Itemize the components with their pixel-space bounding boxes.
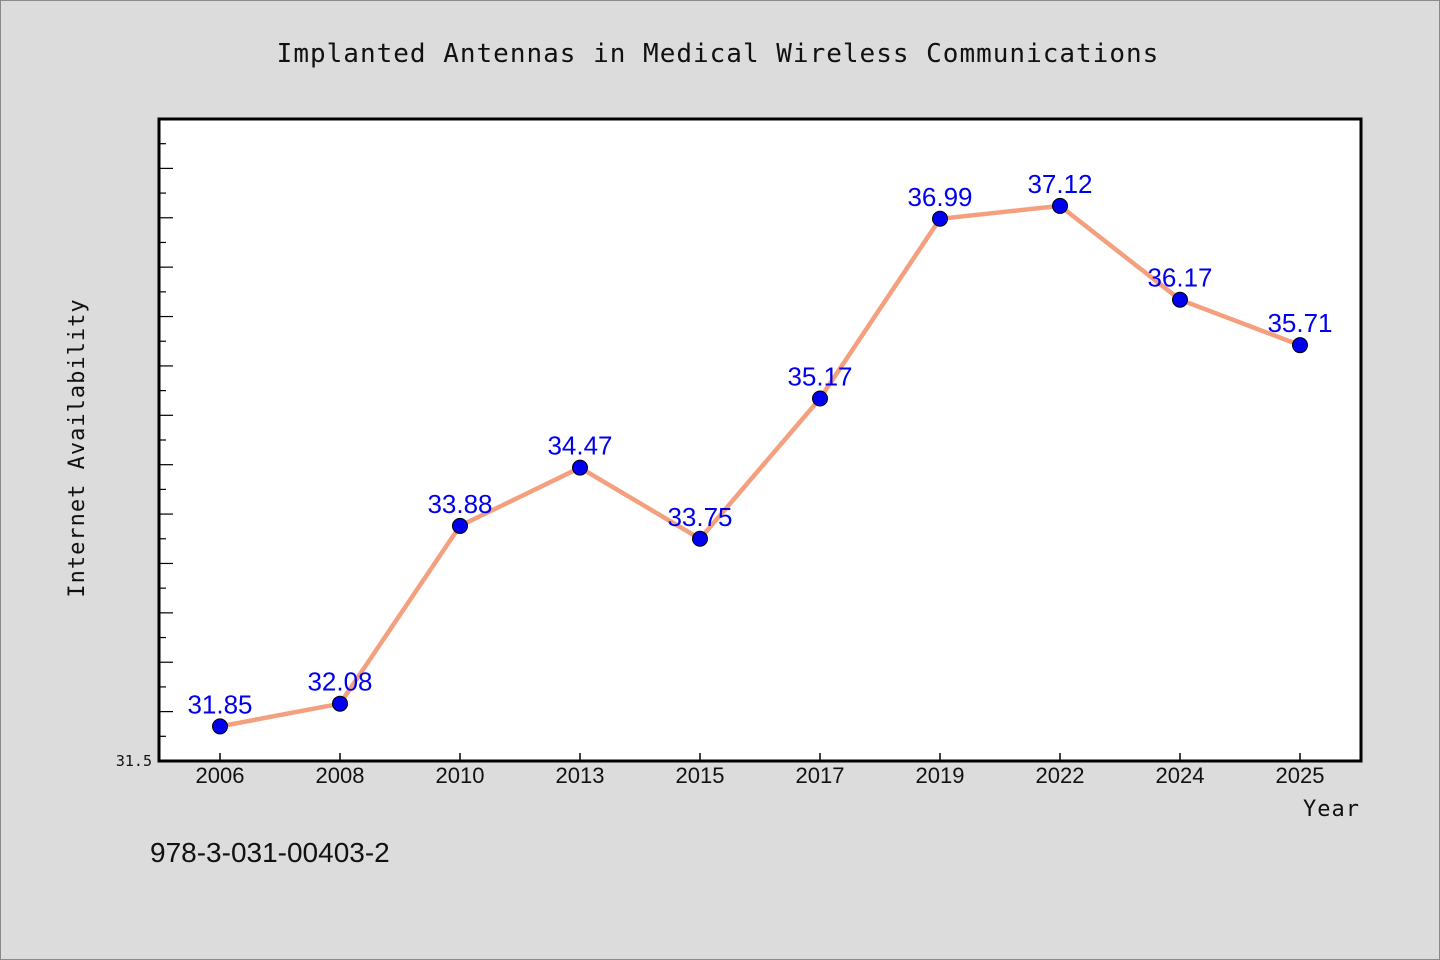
data-point [932, 210, 948, 227]
data-point [692, 530, 708, 547]
data-label: 33.88 [427, 489, 492, 519]
data-point [1052, 197, 1068, 214]
data-point [1172, 291, 1188, 308]
x-tick-label: 2006 [196, 763, 245, 788]
data-label: 31.85 [187, 689, 252, 719]
data-point [572, 459, 588, 476]
data-label: 36.17 [1147, 263, 1212, 293]
y-axis-ticks [159, 143, 173, 737]
data-label: 35.17 [787, 362, 852, 392]
x-tick-label: 2022 [1036, 763, 1085, 788]
y-tick-label: 31.5 [116, 752, 152, 770]
data-label: 36.99 [907, 182, 972, 212]
x-tick-label: 2025 [1276, 763, 1325, 788]
x-tick-label: 2010 [436, 763, 485, 788]
x-tick-label: 2019 [916, 763, 965, 788]
x-tick-label: 2015 [676, 763, 725, 788]
data-point [1292, 337, 1308, 354]
plot-area [157, 117, 1363, 763]
data-label: 34.47 [547, 431, 612, 461]
data-label: 35.71 [1267, 308, 1332, 338]
data-labels: 31.85 32.08 33.88 34.47 33.75 35.17 36.99 37.12… [187, 169, 1332, 720]
series-line [219, 203, 1301, 729]
data-label: 37.12 [1027, 169, 1092, 199]
x-tick-label: 2013 [556, 763, 605, 788]
data-point [452, 517, 468, 534]
x-axis-tick-labels: 2006 2008 2010 2013 2015 2017 2019 2022 2024 2025 [196, 763, 1325, 788]
x-tick-label: 2024 [1156, 763, 1205, 788]
x-axis-ticks [219, 753, 1301, 761]
y-axis-label: Internet Availability [65, 298, 90, 597]
isbn-text: 978-3-031-00403-2 [150, 837, 390, 868]
x-tick-label: 2008 [316, 763, 365, 788]
chart-title: Implanted Antennas in Medical Wireless C… [277, 39, 1160, 69]
data-label: 32.08 [307, 667, 372, 697]
x-axis-label: Year [1303, 797, 1360, 822]
data-markers [212, 197, 1308, 735]
x-tick-label: 2017 [796, 763, 845, 788]
data-point [212, 718, 228, 735]
data-label: 33.75 [667, 502, 732, 532]
data-point [332, 695, 348, 712]
data-point [812, 390, 828, 407]
